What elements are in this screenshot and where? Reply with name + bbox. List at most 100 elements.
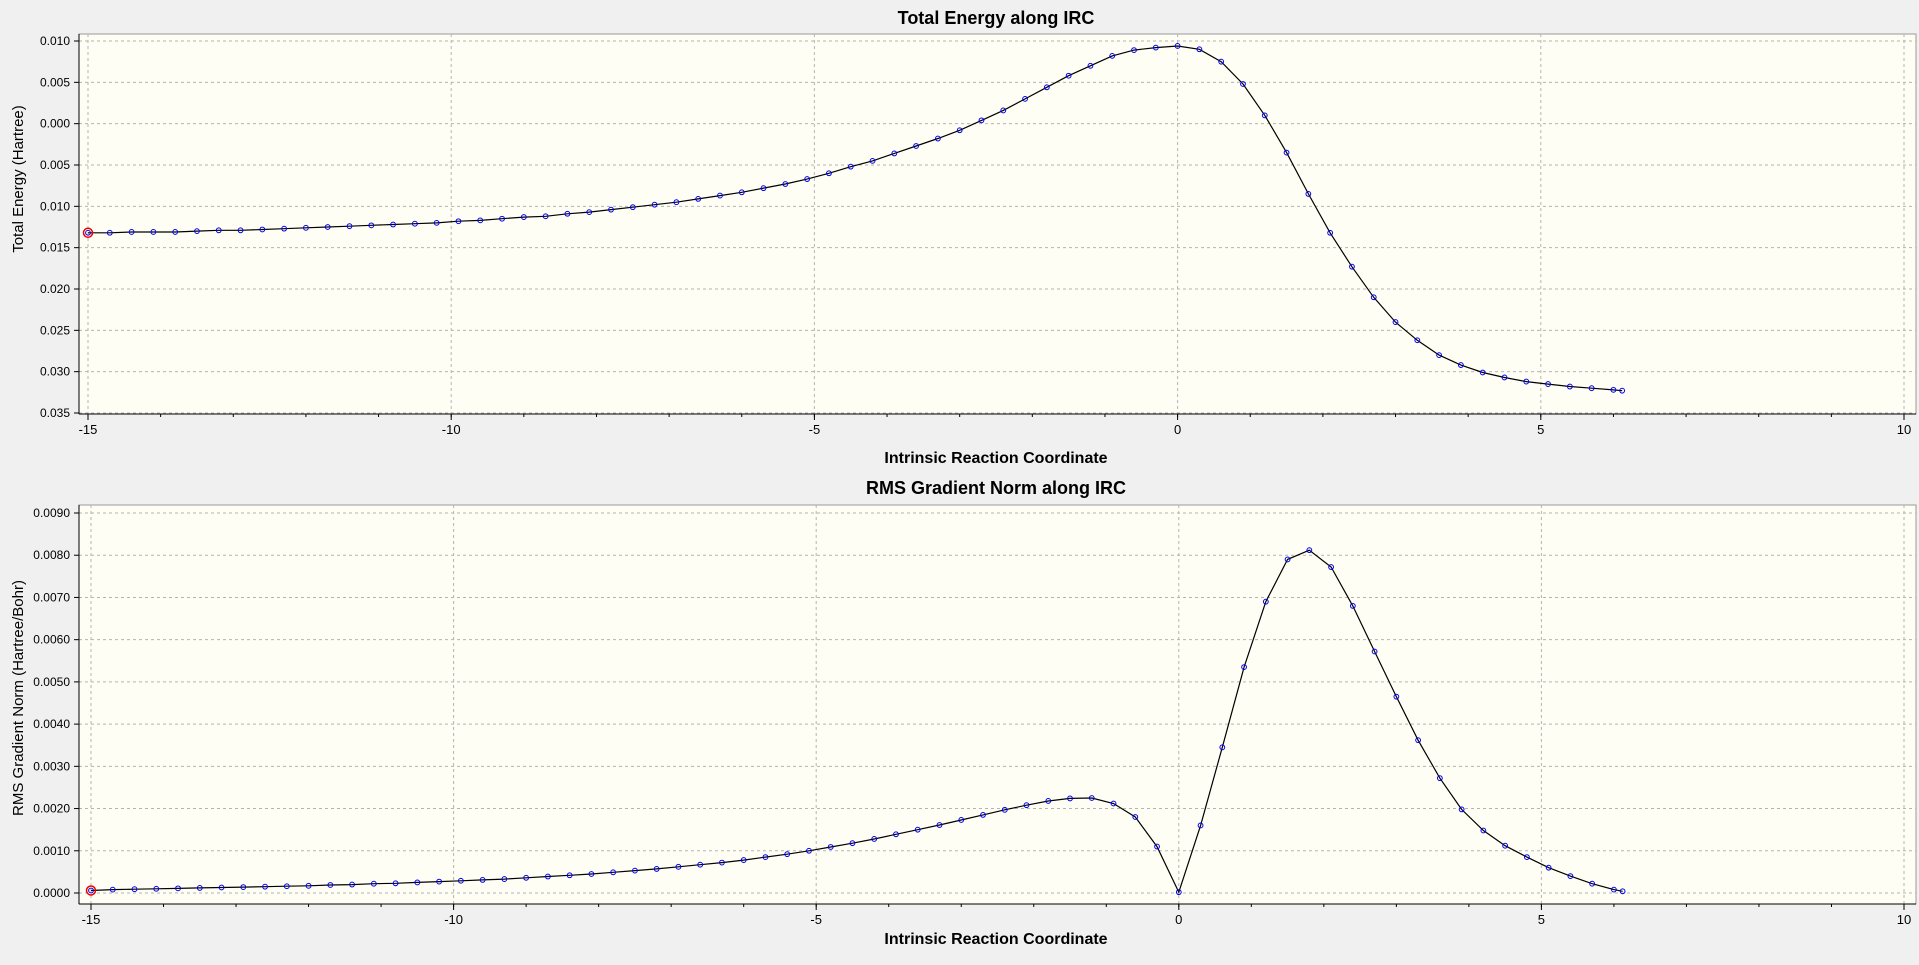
data-point[interactable] — [327, 882, 334, 888]
data-point[interactable] — [240, 884, 247, 890]
data-point[interactable] — [172, 229, 179, 235]
data-point[interactable] — [914, 826, 921, 833]
data-point[interactable] — [1545, 864, 1552, 871]
current-point-marker[interactable] — [85, 885, 97, 896]
data-point[interactable] — [958, 817, 965, 823]
data-point[interactable] — [849, 840, 856, 847]
data-point[interactable] — [542, 213, 549, 220]
data-point[interactable] — [1045, 798, 1052, 804]
data-point[interactable] — [457, 877, 464, 884]
data-point[interactable] — [847, 163, 854, 170]
data-point[interactable] — [1065, 72, 1072, 79]
data-point[interactable] — [1436, 775, 1443, 782]
data-point[interactable] — [237, 227, 244, 234]
data-point[interactable] — [1110, 800, 1117, 807]
data-point[interactable] — [109, 886, 116, 893]
data-point[interactable] — [544, 873, 551, 880]
data-point[interactable] — [564, 210, 571, 217]
data-point[interactable] — [1131, 47, 1137, 53]
data-point[interactable] — [390, 221, 396, 228]
data-point[interactable] — [1349, 602, 1356, 609]
data-point[interactable] — [1261, 112, 1268, 119]
data-point[interactable] — [1414, 337, 1421, 344]
data-point[interactable] — [1284, 556, 1291, 563]
data-point[interactable] — [194, 228, 200, 235]
data-point[interactable] — [370, 880, 377, 887]
data-point[interactable] — [1305, 191, 1312, 197]
data-point[interactable] — [1043, 84, 1050, 91]
data-point[interactable] — [1109, 52, 1116, 59]
data-point[interactable] — [349, 881, 355, 888]
data-point[interactable] — [499, 215, 505, 222]
data-point[interactable] — [629, 204, 636, 211]
data-point[interactable] — [305, 882, 312, 889]
data-point[interactable] — [1196, 46, 1203, 53]
data-point[interactable] — [436, 878, 442, 885]
data-point[interactable] — [697, 861, 704, 868]
data-point[interactable] — [1371, 648, 1378, 655]
data-point[interactable] — [262, 883, 268, 890]
data-point[interactable] — [1589, 880, 1596, 887]
data-point[interactable] — [520, 214, 527, 220]
data-point[interactable] — [1480, 827, 1487, 834]
data-point[interactable] — [673, 199, 680, 206]
data-point[interactable] — [1610, 386, 1617, 393]
data-point[interactable] — [1023, 802, 1030, 809]
data-point[interactable] — [1393, 693, 1400, 700]
data-point[interactable] — [1619, 888, 1626, 895]
data-point[interactable] — [1328, 564, 1334, 570]
data-point[interactable] — [610, 869, 617, 876]
data-point[interactable] — [1240, 81, 1246, 87]
data-point[interactable] — [804, 176, 811, 182]
data-point[interactable] — [695, 195, 702, 202]
data-point[interactable] — [588, 871, 595, 877]
data-point[interactable] — [1022, 95, 1028, 102]
data-point[interactable] — [719, 859, 725, 866]
data-point[interactable] — [283, 883, 290, 890]
data-point[interactable] — [1523, 854, 1530, 861]
data-point[interactable] — [934, 135, 941, 142]
data-point[interactable] — [738, 189, 745, 196]
data-point[interactable] — [196, 885, 203, 891]
data-point[interactable] — [586, 209, 593, 216]
data-point[interactable] — [218, 884, 225, 891]
data-point[interactable] — [936, 822, 943, 828]
data-point[interactable] — [1567, 873, 1574, 880]
data-point[interactable] — [1241, 664, 1247, 671]
data-point[interactable] — [1611, 886, 1617, 893]
data-point[interactable] — [1087, 62, 1094, 69]
data-point[interactable] — [411, 220, 418, 227]
data-point[interactable] — [1000, 107, 1007, 114]
data-point[interactable] — [303, 224, 309, 231]
data-point[interactable] — [806, 847, 812, 854]
data-point[interactable] — [324, 224, 331, 230]
data-point[interactable] — [891, 150, 898, 157]
data-point[interactable] — [653, 866, 660, 872]
data-point[interactable] — [1219, 744, 1226, 751]
data-point[interactable] — [956, 127, 963, 134]
data-point[interactable] — [523, 874, 530, 881]
data-point[interactable] — [608, 206, 614, 213]
data-point[interactable] — [675, 863, 682, 870]
data-point[interactable] — [827, 844, 834, 850]
data-point[interactable] — [893, 831, 899, 838]
data-point[interactable] — [1479, 369, 1486, 376]
data-point[interactable] — [1088, 795, 1095, 801]
data-point[interactable] — [913, 143, 919, 149]
data-point[interactable] — [1152, 44, 1159, 51]
data-point[interactable] — [392, 880, 399, 887]
data-point[interactable] — [1501, 374, 1508, 381]
data-point[interactable] — [1306, 547, 1313, 554]
data-point[interactable] — [1197, 822, 1204, 829]
data-point[interactable] — [871, 836, 878, 842]
data-point[interactable] — [259, 226, 266, 233]
data-point[interactable] — [150, 229, 157, 235]
data-point[interactable] — [215, 227, 222, 234]
data-point[interactable] — [784, 851, 791, 858]
data-point[interactable] — [455, 218, 462, 225]
data-point[interactable] — [760, 185, 767, 192]
data-point[interactable] — [175, 885, 181, 892]
data-point[interactable] — [826, 170, 832, 177]
data-point[interactable] — [281, 225, 288, 232]
data-point[interactable] — [1327, 229, 1334, 236]
